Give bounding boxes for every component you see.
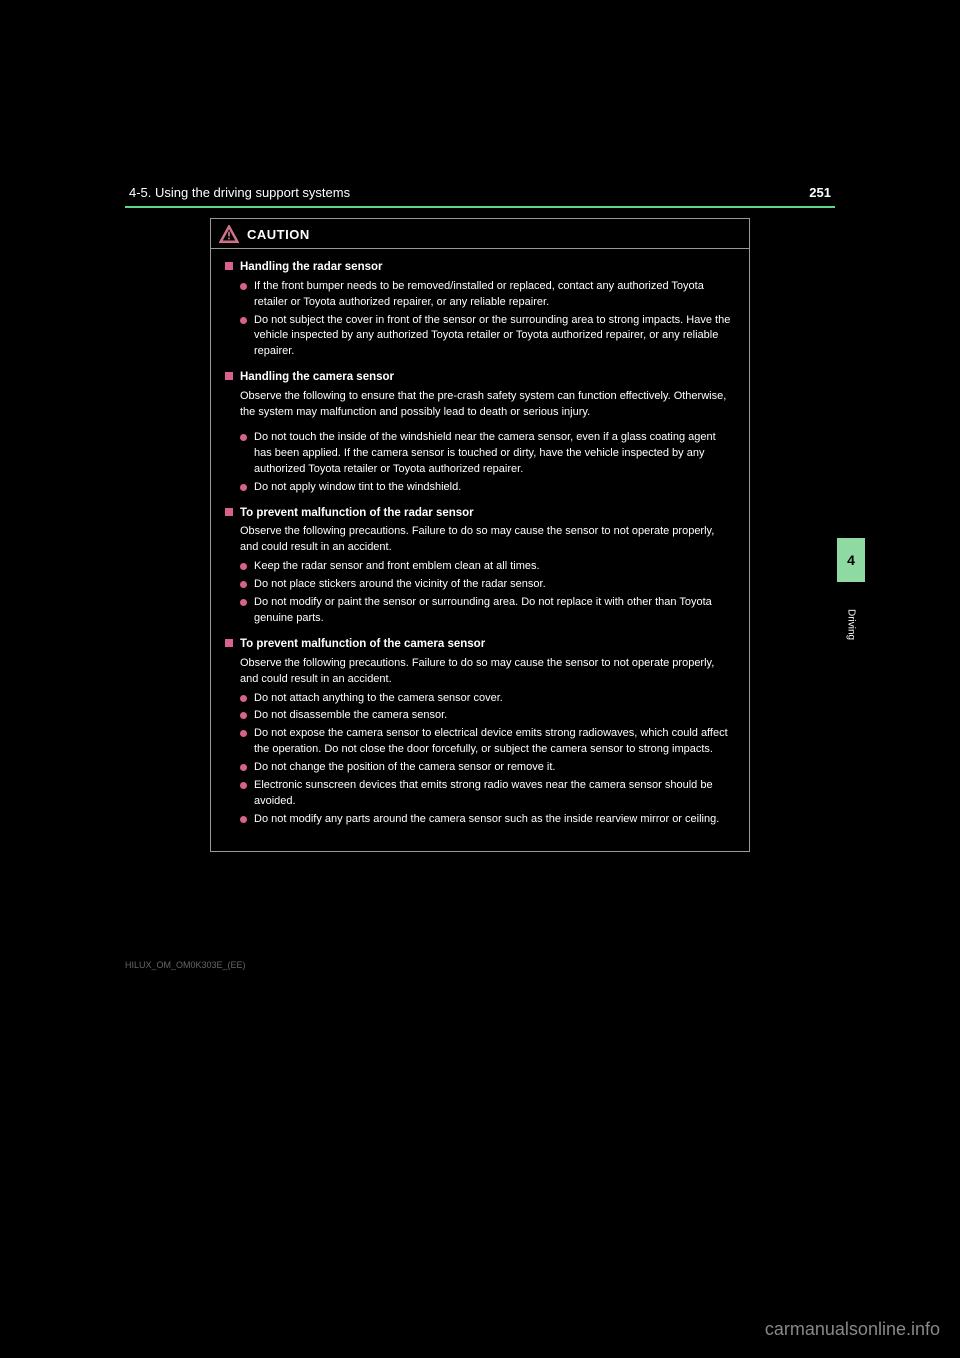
bullet-text: Do not disassemble the camera sensor.	[254, 708, 735, 724]
section-intro: Observe the following precautions. Failu…	[240, 524, 735, 556]
bullet-icon	[240, 434, 247, 441]
square-bullet-icon	[225, 508, 233, 516]
bullet-text: Do not modify any parts around the camer…	[254, 812, 735, 828]
bullet-icon	[240, 730, 247, 737]
bullet-icon	[240, 581, 247, 588]
bullet-text: Electronic sunscreen devices that emits …	[254, 778, 735, 810]
caution-body: Handling the radar sensor If the front bu…	[211, 249, 749, 851]
header-rule	[125, 206, 835, 208]
bullet-text: Do not change the position of the camera…	[254, 760, 735, 776]
bullet-text: Do not touch the inside of the windshiel…	[254, 430, 735, 478]
list-item: Electronic sunscreen devices that emits …	[240, 778, 735, 810]
bullet-icon	[240, 599, 247, 606]
caution-section: To prevent malfunction of the radar sens…	[225, 505, 735, 627]
bullet-text: Keep the radar sensor and front emblem c…	[254, 559, 735, 575]
caution-section: Do not touch the inside of the windshiel…	[225, 430, 735, 496]
bullet-icon	[240, 484, 247, 491]
list-item: Do not apply window tint to the windshie…	[240, 480, 735, 496]
section-heading: Handling the camera sensor	[225, 369, 735, 386]
bullet-icon	[240, 712, 247, 719]
list-item: Do not subject the cover in front of the…	[240, 313, 735, 361]
section-heading: Handling the radar sensor	[225, 259, 735, 276]
bullet-text: Do not expose the camera sensor to elect…	[254, 726, 735, 758]
bullet-icon	[240, 782, 247, 789]
section-intro: Observe the following to ensure that the…	[240, 389, 735, 421]
section-heading: To prevent malfunction of the radar sens…	[225, 505, 735, 522]
list-item: Keep the radar sensor and front emblem c…	[240, 559, 735, 575]
bullet-icon	[240, 283, 247, 290]
bullet-text: Do not attach anything to the camera sen…	[254, 691, 735, 707]
chapter-tab: 4	[837, 538, 865, 582]
caution-box: CAUTION Handling the radar sensor If the …	[210, 218, 750, 852]
caution-section: Handling the radar sensor If the front bu…	[225, 259, 735, 360]
section-intro: Observe the following precautions. Failu…	[240, 656, 735, 688]
list-item: Do not place stickers around the vicinit…	[240, 577, 735, 593]
page-header: 4-5. Using the driving support systems 2…	[125, 185, 835, 200]
square-bullet-icon	[225, 262, 233, 270]
section-heading: To prevent malfunction of the camera sen…	[225, 636, 735, 653]
chapter-tab-label: Driving	[837, 585, 865, 665]
list-item: Do not change the position of the camera…	[240, 760, 735, 776]
caution-header: CAUTION	[211, 219, 749, 249]
caution-section: To prevent malfunction of the camera sen…	[225, 636, 735, 828]
list-item: Do not modify any parts around the camer…	[240, 812, 735, 828]
bullet-icon	[240, 563, 247, 570]
list-item: If the front bumper needs to be removed/…	[240, 279, 735, 311]
list-item: Do not disassemble the camera sensor.	[240, 708, 735, 724]
list-item: Do not expose the camera sensor to elect…	[240, 726, 735, 758]
chapter-number: 4	[847, 552, 855, 568]
warning-icon	[219, 225, 239, 243]
document-page: 4-5. Using the driving support systems 2…	[125, 185, 835, 852]
list-item: Do not modify or paint the sensor or sur…	[240, 595, 735, 627]
square-bullet-icon	[225, 639, 233, 647]
bullet-icon	[240, 816, 247, 823]
caution-section: Handling the camera sensor Observe the fo…	[225, 369, 735, 421]
section-title: Handling the camera sensor	[240, 369, 394, 386]
bullet-text: Do not place stickers around the vicinit…	[254, 577, 735, 593]
section-title: To prevent malfunction of the camera sen…	[240, 636, 485, 653]
square-bullet-icon	[225, 372, 233, 380]
list-item: Do not touch the inside of the windshiel…	[240, 430, 735, 478]
footer-code: HILUX_OM_OM0K303E_(EE)	[125, 960, 246, 970]
section-title: To prevent malfunction of the radar sens…	[240, 505, 474, 522]
bullet-icon	[240, 695, 247, 702]
page-number: 251	[809, 185, 831, 200]
section-title: Handling the radar sensor	[240, 259, 383, 276]
bullet-text: If the front bumper needs to be removed/…	[254, 279, 735, 311]
list-item: Do not attach anything to the camera sen…	[240, 691, 735, 707]
bullet-icon	[240, 764, 247, 771]
section-breadcrumb: 4-5. Using the driving support systems	[129, 185, 350, 200]
caution-title: CAUTION	[247, 227, 310, 242]
watermark: carmanualsonline.info	[765, 1319, 940, 1340]
bullet-text: Do not apply window tint to the windshie…	[254, 480, 735, 496]
bullet-text: Do not subject the cover in front of the…	[254, 313, 735, 361]
bullet-icon	[240, 317, 247, 324]
bullet-text: Do not modify or paint the sensor or sur…	[254, 595, 735, 627]
